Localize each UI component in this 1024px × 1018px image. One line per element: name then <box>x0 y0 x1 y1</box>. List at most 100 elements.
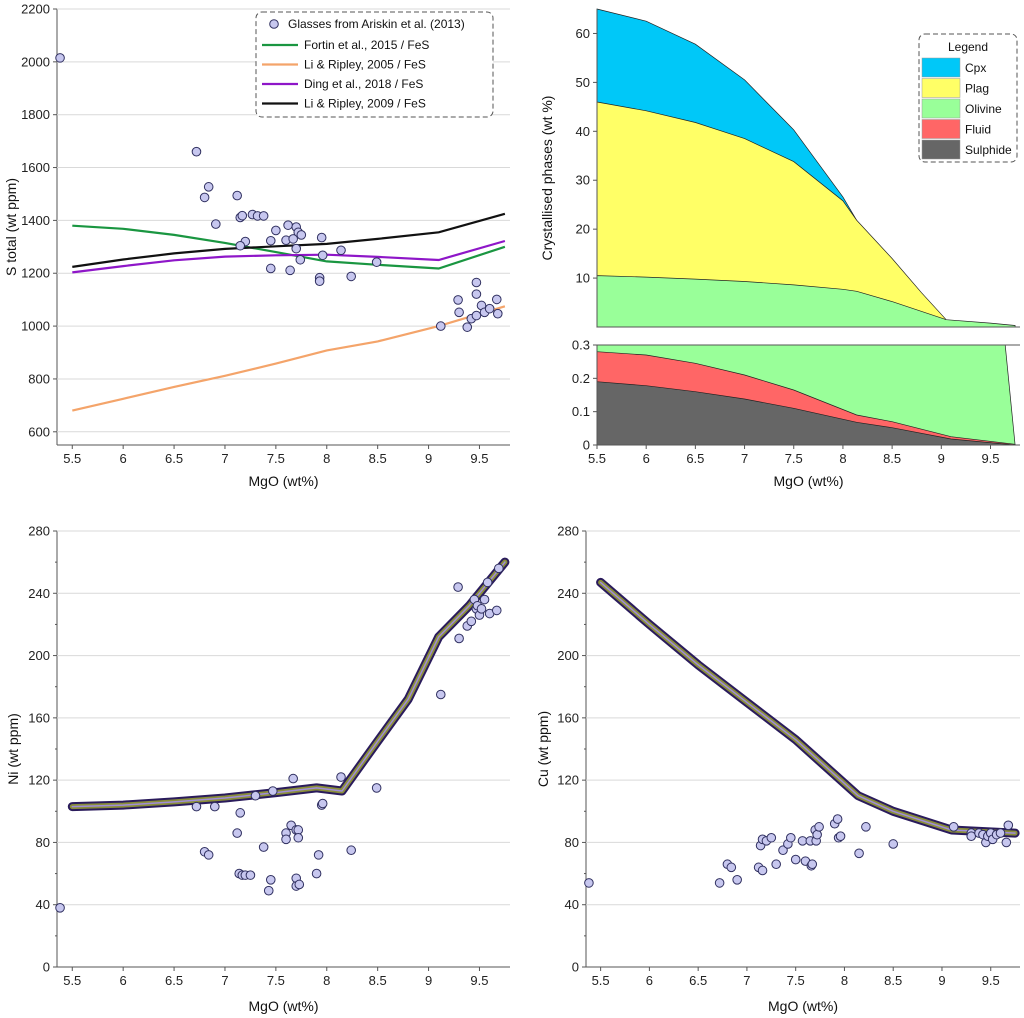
data-point <box>948 822 959 832</box>
model-line-outer <box>67 557 510 812</box>
x-tick-label: 6.5 <box>165 451 183 466</box>
x-tick-label: 9.5 <box>470 973 488 988</box>
y-tick-label: 80 <box>565 835 579 850</box>
data-point <box>814 822 824 832</box>
sulfur-panel: 600 800 1000 1200 1400 1600 1800 2000 2200 5.5 6 6.… <box>3 2 510 489</box>
data-point <box>482 577 493 588</box>
y-tick-label: 60 <box>576 26 590 41</box>
model-line-inner <box>71 561 506 808</box>
x-tick-label: 5.5 <box>592 973 610 988</box>
data-point <box>757 865 768 876</box>
data-point <box>295 254 306 265</box>
legend-swatch <box>921 119 961 139</box>
data-point <box>471 277 482 288</box>
data-point <box>454 633 464 644</box>
x-axis-label: MgO (wt%) <box>774 473 844 489</box>
data-point <box>203 850 214 860</box>
legend-swatch <box>921 78 961 98</box>
legend: Glasses from Ariskin et al. (2013) Fortin… <box>255 11 494 118</box>
data-point <box>191 801 202 812</box>
data-point <box>271 225 281 236</box>
x-tick-label: 7 <box>221 451 228 466</box>
data-point <box>281 834 291 845</box>
y-tick-label: 30 <box>576 173 590 188</box>
data-point <box>1003 820 1014 831</box>
data-point <box>466 616 477 627</box>
data-point <box>336 772 346 782</box>
x-tick-label: 5.5 <box>588 451 606 466</box>
data-point <box>453 582 463 592</box>
legend-label: Cpx <box>965 61 986 75</box>
legend-title: Legend <box>948 40 988 54</box>
data-point <box>250 790 261 801</box>
data-point <box>371 783 382 793</box>
x-tick-label: 8.5 <box>883 451 901 466</box>
data-point <box>285 265 295 276</box>
x-axis-label: MgO (wt%) <box>249 998 319 1014</box>
x-tick-label: 5.5 <box>63 451 81 466</box>
y-tick-label: 800 <box>28 371 50 386</box>
data-point <box>371 257 382 267</box>
y-tick-label: 280 <box>28 524 50 539</box>
data-point <box>778 845 788 856</box>
y-tick-label: 1200 <box>21 266 50 281</box>
x-tick-label: 6.5 <box>689 973 707 988</box>
y-tick-label: 10 <box>576 271 590 286</box>
data-point <box>294 879 305 890</box>
legend-label: Fluid <box>965 123 991 137</box>
data-point <box>288 234 298 244</box>
y-axis-label: Cu (wt ppm) <box>535 711 551 787</box>
x-tick-label: 7 <box>743 973 750 988</box>
data-point <box>454 307 464 318</box>
x-tick-label: 6.5 <box>165 973 183 988</box>
data-point <box>766 832 777 843</box>
x-tick-label: 7 <box>221 973 228 988</box>
legend-swatch <box>921 98 961 119</box>
data-point <box>268 786 278 796</box>
data-point <box>494 563 504 574</box>
data-point <box>584 878 594 888</box>
data-point <box>314 276 325 286</box>
x-tick-label: 9.5 <box>982 973 1000 988</box>
x-tick-label: 8 <box>841 973 848 988</box>
data-point <box>191 146 202 157</box>
data-point <box>296 230 307 240</box>
y-tick-label: 120 <box>28 773 50 788</box>
data-point <box>258 842 269 852</box>
y-tick-label: 0.2 <box>572 371 590 386</box>
legend-label: Plag <box>965 82 989 96</box>
x-tick-label: 7.5 <box>267 451 285 466</box>
data-point <box>283 220 293 230</box>
y-tick-label: 0 <box>572 960 579 975</box>
y-tick-label: 120 <box>557 773 579 788</box>
y-tick-label: 160 <box>28 710 50 725</box>
x-tick-label: 8.5 <box>884 973 902 988</box>
data-point <box>263 885 274 896</box>
x-tick-label: 5.5 <box>63 973 81 988</box>
data-point <box>484 303 495 314</box>
data-point <box>265 875 276 885</box>
data-point <box>479 594 490 605</box>
data-point <box>832 814 843 824</box>
x-tick-label: 8.5 <box>369 973 387 988</box>
data-point <box>317 798 328 809</box>
legend-box <box>255 11 494 118</box>
y-tick-label: 2000 <box>21 54 50 69</box>
y-tick-label: 200 <box>557 648 579 663</box>
model-line-mid <box>598 579 1018 836</box>
x-axis-label: MgO (wt%) <box>768 998 838 1014</box>
data-point <box>346 845 356 856</box>
y-tick-label: 80 <box>36 835 50 850</box>
data-point <box>812 829 822 840</box>
data-point <box>771 859 781 870</box>
data-point <box>861 822 871 832</box>
x-tick-label: 8 <box>323 973 330 988</box>
data-point <box>714 878 725 888</box>
x-tick-label: 8 <box>839 451 846 466</box>
y-tick-label: 40 <box>565 897 579 912</box>
data-point <box>245 870 256 880</box>
data-point <box>435 689 446 700</box>
data-point <box>471 289 482 299</box>
data-point <box>995 828 1006 838</box>
y-axis-label: Ni (wt ppm) <box>5 713 21 785</box>
